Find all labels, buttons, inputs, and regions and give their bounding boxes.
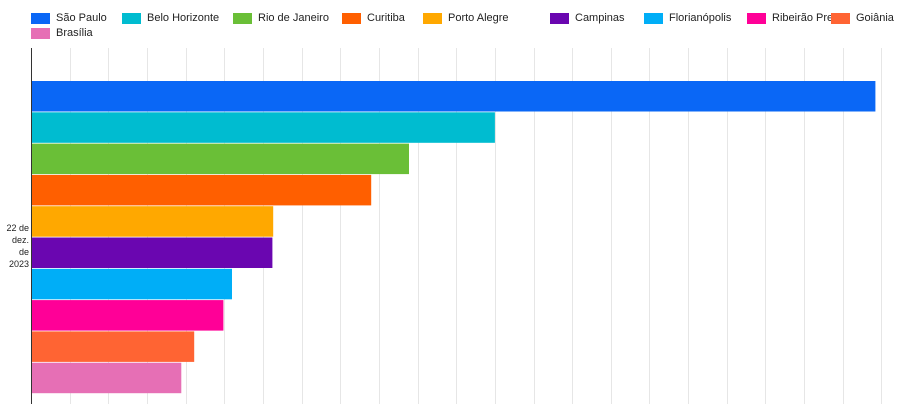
legend-label: Goiânia bbox=[856, 12, 894, 24]
legend-item[interactable]: Belo Horizonte bbox=[122, 11, 219, 25]
category-label-line: dez. de bbox=[11, 235, 29, 257]
legend-item[interactable]: Goiânia bbox=[831, 11, 894, 25]
legend-item[interactable]: Rio de Janeiro bbox=[233, 11, 329, 25]
legend-label: Ribeirão Preto bbox=[772, 12, 843, 24]
legend-label: Campinas bbox=[575, 12, 625, 24]
bar[interactable] bbox=[31, 143, 409, 175]
legend-item[interactable]: Porto Alegre bbox=[423, 11, 509, 25]
legend-swatch bbox=[342, 12, 361, 24]
legend-item[interactable]: Campinas bbox=[550, 11, 625, 25]
legend-label: São Paulo bbox=[56, 12, 107, 24]
bar[interactable] bbox=[31, 174, 372, 206]
legend-label: Brasília bbox=[56, 27, 93, 39]
legend-label: Florianópolis bbox=[669, 12, 732, 24]
legend-item[interactable]: Ribeirão Preto bbox=[747, 11, 842, 25]
legend-swatch bbox=[122, 12, 141, 24]
legend-swatch bbox=[233, 12, 252, 24]
bar[interactable] bbox=[31, 81, 876, 112]
legend-item[interactable]: São Paulo bbox=[31, 11, 107, 25]
legend-swatch bbox=[423, 12, 442, 24]
legend-swatch bbox=[747, 12, 766, 24]
legend-swatch bbox=[31, 12, 50, 24]
bar[interactable] bbox=[31, 362, 182, 394]
legend-label: Curitiba bbox=[367, 12, 405, 24]
bar[interactable] bbox=[31, 268, 232, 300]
legend-item[interactable]: Curitiba bbox=[342, 11, 405, 25]
bar[interactable] bbox=[31, 300, 224, 331]
legend-item[interactable]: Brasília bbox=[31, 26, 93, 40]
legend-swatch bbox=[831, 12, 850, 24]
legend-label: Rio de Janeiro bbox=[258, 12, 329, 24]
legend-swatch bbox=[31, 27, 50, 39]
bars bbox=[31, 81, 876, 394]
bar[interactable] bbox=[31, 237, 273, 269]
legend-label: Porto Alegre bbox=[448, 12, 509, 24]
legend-label: Belo Horizonte bbox=[147, 12, 220, 24]
category-label-line: 22 de bbox=[6, 223, 29, 233]
bar[interactable] bbox=[31, 112, 495, 143]
legend-item[interactable]: Florianópolis bbox=[644, 11, 731, 25]
legend-swatch bbox=[550, 12, 569, 24]
category-label: 22 de dez. de 2023 bbox=[0, 222, 29, 270]
category-label-line: 2023 bbox=[8, 259, 29, 269]
bar[interactable] bbox=[31, 331, 195, 362]
bar[interactable] bbox=[31, 206, 274, 237]
legend-swatch bbox=[644, 12, 663, 24]
